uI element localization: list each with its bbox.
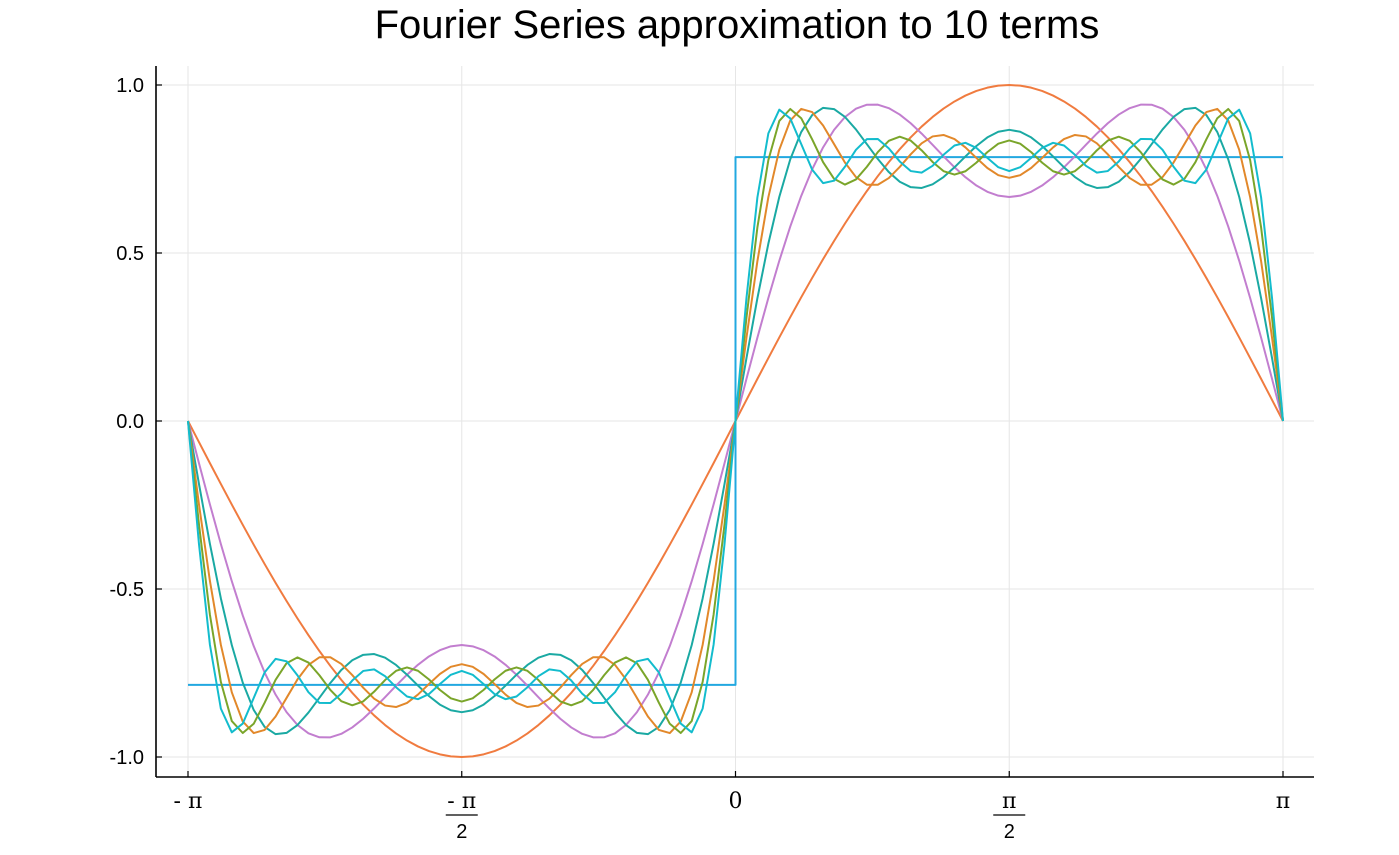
tick-labels: 1.0 0.5 0.0 -0.5 -1.0 - π - π 2 0 π 2 π [110,75,1291,843]
x-tick-denominator: 2 [1004,821,1015,843]
chart-title: Fourier Series approximation to 10 terms [375,3,1100,47]
y-tick-label: 0.0 [116,411,144,433]
series-line [187,108,1284,734]
y-tick-label: -1.0 [110,747,144,769]
x-tick-label: - π [174,789,203,814]
y-tick-label: 0.5 [116,243,144,265]
y-tick-label: -0.5 [110,579,144,601]
x-tick-label: π [1276,789,1290,814]
x-tick-numerator: - π [447,789,476,814]
series-lines [187,84,1284,758]
x-tick-denominator: 2 [456,821,467,843]
x-tick-numerator: π [1002,789,1016,814]
x-tick-label: 0 [729,789,743,814]
axes [155,66,1314,778]
y-tick-label: 1.0 [116,75,144,97]
